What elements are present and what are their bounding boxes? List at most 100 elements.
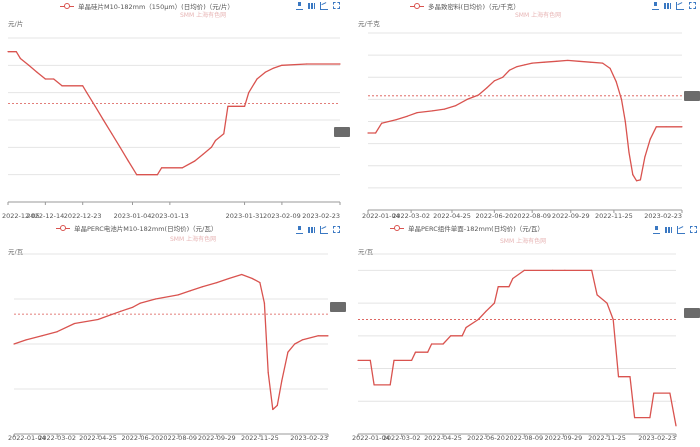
data-point[interactable] [177,294,179,296]
data-point[interactable] [267,372,269,374]
data-point[interactable] [82,85,84,87]
data-point[interactable] [636,180,638,182]
data-point[interactable] [202,153,204,155]
data-point[interactable] [127,160,129,162]
data-point[interactable] [373,384,375,386]
data-point[interactable] [61,85,63,87]
data-point[interactable] [414,351,417,353]
series-line[interactable] [368,59,682,182]
area-chart-icon[interactable] [296,2,303,10]
data-point[interactable] [552,269,554,271]
data-point[interactable] [94,105,96,107]
legend[interactable]: 多晶致密料(日均价)（元/千克） [410,1,520,11]
data-point[interactable] [591,269,593,271]
bar-chart-icon[interactable] [308,3,315,9]
data-point[interactable] [430,343,433,345]
data-point[interactable] [264,71,266,73]
area-chart-icon[interactable] [653,226,660,234]
data-point[interactable] [25,339,27,341]
data-point[interactable] [216,282,218,284]
data-point[interactable] [455,104,457,107]
data-point[interactable] [675,425,677,427]
area-chart-icon[interactable] [652,2,659,10]
data-point[interactable] [389,384,391,386]
data-point[interactable] [628,151,630,154]
data-point[interactable] [485,310,487,312]
data-point[interactable] [531,62,533,64]
data-point[interactable] [241,273,243,276]
data-point[interactable] [281,64,283,66]
data-point[interactable] [276,404,278,406]
data-point[interactable] [512,277,514,280]
data-point[interactable] [73,322,76,325]
data-point[interactable] [287,351,289,353]
data-point[interactable] [154,298,157,300]
data-point[interactable] [466,98,468,100]
data-point[interactable] [19,57,22,60]
data-point[interactable] [649,417,651,419]
data-point[interactable] [497,286,499,288]
data-point[interactable] [7,51,9,53]
data-point[interactable] [620,98,623,100]
series-line[interactable] [358,269,677,426]
data-point[interactable] [263,302,266,304]
data-point[interactable] [53,78,55,80]
data-point[interactable] [681,126,683,128]
legend[interactable]: 单晶PERC电池片M10-182mm(日均价)（元/瓦） [56,223,217,233]
data-point[interactable] [634,417,636,419]
data-point[interactable] [273,67,275,69]
data-point[interactable] [339,63,341,65]
data-point[interactable] [411,359,413,361]
data-point[interactable] [86,92,88,94]
data-point[interactable] [427,351,429,353]
data-point[interactable] [624,120,626,123]
data-point[interactable] [227,105,229,107]
data-point[interactable] [56,331,58,333]
data-point[interactable] [524,64,526,66]
data-point[interactable] [516,66,518,68]
data-point[interactable] [189,290,191,292]
data-point[interactable] [523,269,525,271]
data-point[interactable] [357,359,359,361]
data-point[interactable] [201,286,203,288]
data-point[interactable] [317,335,319,337]
data-point[interactable] [450,335,452,337]
data-point[interactable] [653,392,655,394]
bar-chart-icon[interactable] [665,227,672,233]
line-chart-icon[interactable] [676,2,684,10]
area-chart-icon[interactable] [296,226,303,234]
data-point[interactable] [136,174,138,176]
data-point[interactable] [639,179,641,181]
data-point[interactable] [669,392,671,394]
data-point[interactable] [36,71,38,73]
legend[interactable]: 单晶硅片M10-182mm（150μm）(日均价)（元/片） [60,1,234,11]
data-point[interactable] [374,132,377,134]
data-point[interactable] [120,310,122,312]
data-point[interactable] [102,119,105,121]
data-point[interactable] [393,359,395,361]
data-point[interactable] [477,94,480,96]
data-point[interactable] [139,302,141,304]
data-point[interactable] [493,302,495,304]
data-point[interactable] [13,343,15,345]
data-point[interactable] [223,133,225,135]
line-chart-icon[interactable] [677,226,685,234]
data-point[interactable] [248,92,250,94]
data-point[interactable] [243,105,246,107]
data-point[interactable] [543,61,545,63]
data-point[interactable] [395,119,397,121]
data-point[interactable] [461,335,463,337]
data-point[interactable] [612,318,614,321]
data-point[interactable] [272,408,274,411]
data-point[interactable] [111,133,113,135]
data-point[interactable] [294,343,296,345]
data-point[interactable] [555,60,557,62]
data-point[interactable] [416,112,418,114]
data-point[interactable] [564,269,566,271]
data-point[interactable] [228,277,230,280]
bar-chart-icon[interactable] [664,3,671,9]
data-point[interactable] [15,51,17,53]
line-chart-icon[interactable] [320,226,328,234]
data-point[interactable] [256,78,258,80]
data-point[interactable] [160,167,163,169]
